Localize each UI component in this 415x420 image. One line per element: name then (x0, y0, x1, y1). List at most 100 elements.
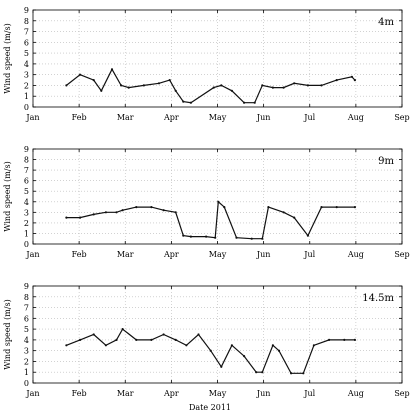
y-tick-label: 9 (24, 145, 29, 154)
data-point (168, 79, 171, 82)
data-point (353, 206, 356, 209)
x-tick-label: Aug (347, 250, 364, 259)
data-point (65, 84, 68, 87)
y-tick-label: 6 (24, 38, 29, 47)
y-tick-label: 3 (24, 208, 29, 217)
data-point (142, 84, 145, 87)
y-tick-label: 7 (24, 304, 29, 313)
data-point (220, 84, 223, 87)
y-tick-label: 0 (24, 103, 29, 112)
chart-panel-2: 0 12 34 56 78 9 Jan Feb Mar Apr May Jun Jul Aug Sep Win… (3, 145, 410, 259)
data-point (217, 200, 220, 203)
data-point (157, 82, 161, 85)
y-tick-label: 2 (24, 357, 29, 366)
data-point (121, 328, 124, 331)
data-point (197, 333, 200, 336)
y-tick-label: 4 (24, 336, 29, 345)
data-point (135, 206, 138, 209)
data-point (261, 237, 264, 240)
data-point (343, 338, 346, 341)
data-point (320, 206, 323, 209)
data-point (174, 338, 177, 341)
data-point (150, 338, 153, 341)
plot-frame (32, 148, 403, 245)
data-point (220, 365, 223, 368)
data-point (271, 344, 274, 347)
data-point (293, 82, 296, 85)
x-tick-label: Apr (163, 250, 179, 259)
data-point (92, 213, 95, 216)
data-point (185, 344, 188, 347)
data-point (127, 86, 130, 89)
data-point (174, 89, 177, 92)
data-point (209, 349, 212, 352)
data-point (243, 101, 246, 104)
data-point (214, 236, 217, 239)
x-tick-label: Apr (163, 113, 179, 122)
x-tick-label: May (209, 250, 227, 259)
x-tick-label: May (209, 389, 227, 398)
data-point (212, 86, 215, 89)
y-tick-label: 8 (24, 17, 29, 26)
data-point (255, 371, 258, 374)
x-tick-label: Feb (72, 389, 87, 398)
data-point (282, 211, 285, 214)
data-point (182, 234, 185, 237)
data-point (205, 235, 208, 238)
data-point (135, 338, 138, 341)
series-line (66, 328, 355, 374)
x-tick-label: Jan (25, 389, 39, 398)
y-tick-label: 8 (24, 156, 29, 165)
data-point (261, 84, 264, 87)
y-tick-label: 6 (24, 177, 29, 186)
data-point (100, 89, 103, 92)
data-point (230, 344, 233, 347)
data-point (267, 206, 270, 209)
data-point (120, 84, 123, 87)
data-point (223, 206, 226, 209)
data-point (150, 206, 153, 209)
x-tick-label: Sep (394, 250, 409, 259)
height-label: 4m (378, 17, 394, 28)
y-tick-label: 8 (24, 293, 29, 302)
y-tick-label: 1 (24, 229, 29, 238)
data-point (230, 89, 233, 92)
y-tick-label: 0 (24, 379, 29, 388)
x-tick-label: Jun (256, 113, 271, 122)
height-label: 9m (378, 156, 394, 167)
x-tick-label: Jul (303, 389, 315, 398)
data-point (79, 73, 82, 76)
x-tick-label: Sep (394, 389, 409, 398)
y-tick-label: 7 (24, 166, 29, 175)
data-point (110, 68, 114, 71)
data-point (79, 338, 82, 341)
data-point (328, 338, 331, 341)
data-point (65, 344, 68, 347)
data-point (312, 344, 315, 347)
x-tick-label: Jan (25, 113, 39, 122)
data-point (302, 372, 305, 375)
y-tick-label: 3 (24, 347, 29, 356)
y-tick-label: 7 (24, 28, 29, 37)
data-point (350, 75, 353, 78)
data-point (335, 79, 338, 82)
data-point (182, 100, 185, 103)
y-tick-label: 9 (24, 282, 29, 291)
y-axis-label: Wind speed (m/s) (3, 299, 12, 369)
data-point (92, 333, 95, 336)
data-point (250, 237, 253, 240)
data-point (253, 101, 256, 104)
x-tick-label: Feb (72, 250, 87, 259)
data-point (162, 209, 165, 212)
y-tick-label: 5 (24, 325, 29, 334)
data-point (235, 236, 238, 239)
data-point (65, 216, 68, 219)
data-point (306, 234, 309, 237)
data-point (115, 211, 118, 214)
x-tick-label: Jan (25, 250, 39, 259)
data-point (104, 344, 107, 347)
data-point (353, 79, 356, 82)
y-tick-label: 1 (24, 368, 29, 377)
